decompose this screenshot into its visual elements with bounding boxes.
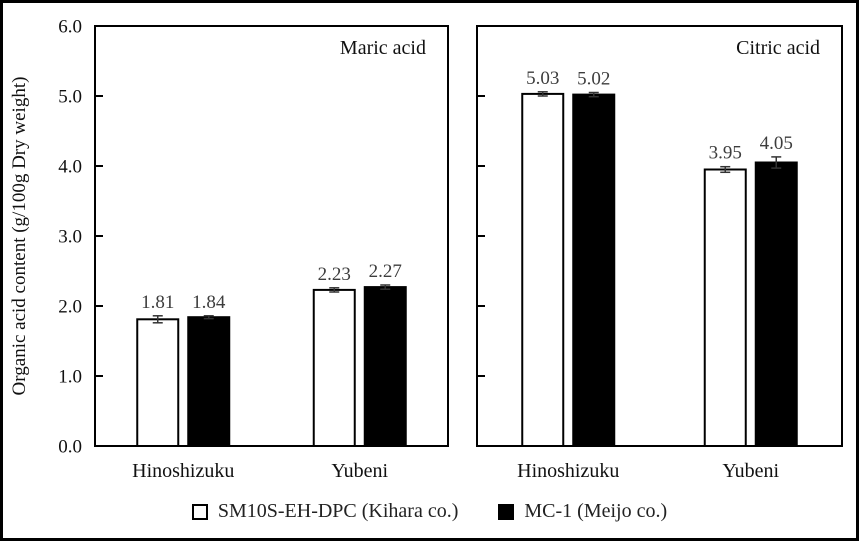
x-category-label: Hinoshizuku bbox=[132, 460, 234, 482]
value-label: 1.81 bbox=[141, 292, 174, 313]
bar-series0-hinoshizuku bbox=[136, 318, 180, 447]
y-axis-title: Organic acid content (g/100g Dry weight) bbox=[9, 77, 30, 396]
x-category-label: Hinoshizuku bbox=[517, 460, 619, 482]
legend-label: SM10S-EH-DPC (Kihara co.) bbox=[217, 500, 459, 522]
bar-chart-svg: Organic acid content (g/100g Dry weight)… bbox=[9, 17, 843, 482]
legend: SM10S-EH-DPC (Kihara co.) MC-1 (Meijo co.… bbox=[3, 500, 856, 523]
value-label: 5.03 bbox=[526, 68, 559, 89]
y-tick-label: 4.0 bbox=[58, 157, 82, 178]
value-label: 1.84 bbox=[192, 292, 226, 313]
value-label: 5.02 bbox=[577, 69, 610, 90]
legend-item-0: SM10S-EH-DPC (Kihara co.) bbox=[191, 500, 459, 523]
panel-right: Citric acid 5.03 5.02 Hinoshizuku 3.95 4.05 Yu… bbox=[476, 25, 843, 482]
y-tick-label: 5.0 bbox=[58, 87, 82, 108]
x-category-label: Yubeni bbox=[331, 460, 388, 482]
bar-series0-yubeni bbox=[312, 288, 356, 447]
bar-series0-hinoshizuku bbox=[521, 92, 565, 448]
bar-series1-yubeni bbox=[363, 286, 407, 447]
y-tick-label: 0.0 bbox=[58, 437, 82, 458]
y-tick-label: 3.0 bbox=[58, 227, 82, 248]
value-label: 2.23 bbox=[318, 264, 351, 285]
y-tick-label: 6.0 bbox=[58, 17, 82, 38]
legend-label: MC-1 (Meijo co.) bbox=[524, 500, 668, 522]
legend-swatch-open bbox=[191, 503, 208, 520]
legend-swatch-filled bbox=[498, 503, 515, 520]
panel-title: Maric acid bbox=[340, 37, 426, 59]
legend-item-1: MC-1 (Meijo co.) bbox=[498, 500, 667, 523]
value-label: 4.05 bbox=[760, 133, 793, 154]
bar-series1-yubeni bbox=[754, 161, 798, 447]
y-tick-label: 2.0 bbox=[58, 297, 82, 318]
bar-series0-yubeni bbox=[703, 168, 747, 447]
x-category-label: Yubeni bbox=[722, 460, 779, 482]
value-label: 2.27 bbox=[369, 261, 402, 282]
bar-series1-hinoshizuku bbox=[572, 93, 616, 447]
y-tick-label: 1.0 bbox=[58, 367, 82, 388]
value-label: 3.95 bbox=[709, 143, 742, 164]
panels-group: 0.0 1.0 2.0 3.0 4.0 5.0 6.0 Maric acid 1.81 1.84 H… bbox=[58, 17, 843, 482]
panel-left: 0.0 1.0 2.0 3.0 4.0 5.0 6.0 Maric acid 1.81 1.84 H… bbox=[58, 17, 449, 482]
bar-series1-hinoshizuku bbox=[187, 316, 231, 448]
panel-title: Citric acid bbox=[736, 37, 820, 59]
